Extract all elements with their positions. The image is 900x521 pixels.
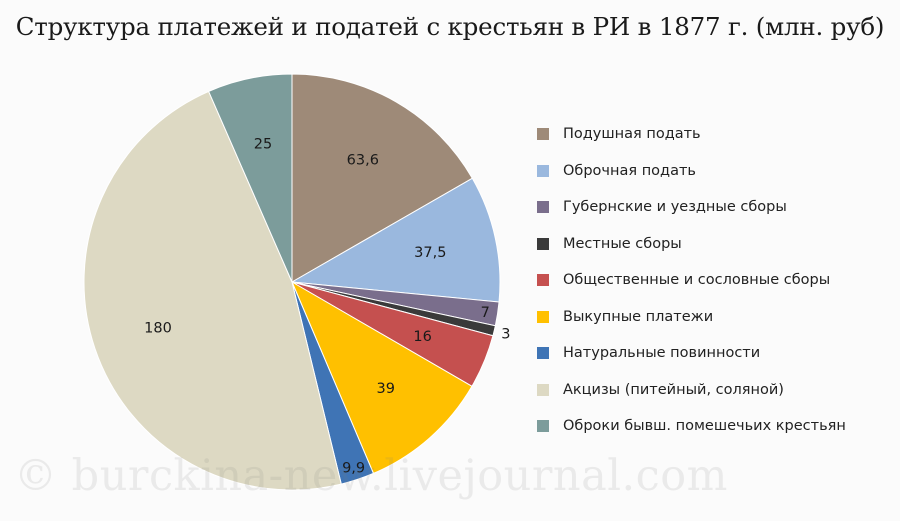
legend-swatch [537,347,549,360]
chart-title: Структура платежей и податей с крестьян … [15,12,885,41]
pie-slice-2 [290,177,501,303]
legend-label: Натуральные повинности [563,345,761,362]
pie-data-label-8: 180 [144,320,172,336]
pie-slice-1 [291,73,473,283]
legend-swatch [537,128,549,141]
pie-data-label-7: 9,9 [342,461,365,477]
legend-swatch [537,237,549,250]
legend-label: Общественные и сословные сборы [563,272,831,289]
legend-label: Местные сборы [563,235,682,252]
legend-label: Оброчная подать [563,162,696,179]
pie-data-labels: 63,6 37,5 73 16 39 9,9 180 25 [144,137,510,477]
legend-item-5: Общественные и сословные сборы [537,262,846,299]
pie-slices [83,73,501,491]
pie-data-label-9: 25 [254,137,272,153]
pie-data-label-1: 63,6 [347,153,379,169]
pie-data-label-4: 3 [501,327,510,343]
pie-slice-8 [83,90,342,491]
legend-swatch [537,383,549,396]
legend-swatch [537,164,549,177]
legend-label: Оброки бывш. помешечьих крестьян [563,418,846,435]
pie-slice-9 [207,73,293,283]
legend-item-4: Местные сборы [537,226,846,263]
legend-label: Выкупные платежи [563,308,714,325]
legend-label: Акцизы (питейный, соляной) [563,381,784,398]
legend-item-6: Выкупные платежи [537,299,846,336]
pie-data-label-6: 39 [376,381,394,397]
pie-slice-6 [290,280,473,475]
legend-item-1: Подушная подать [537,116,846,153]
legend-item-3: Губернские и уездные сборы [537,189,846,226]
pie-data-label-5: 16 [413,329,431,345]
legend-swatch [537,420,549,433]
legend-item-9: Оброки бывш. помешечьих крестьян [537,408,846,445]
pie-data-label-2: 37,5 [414,245,446,261]
legend-label: Подушная подать [563,126,701,143]
legend-swatch [537,310,549,323]
pie-data-label-3: 7 [481,305,490,321]
legend-item-2: Оброчная подать [537,153,846,190]
legend-swatch [537,201,549,214]
legend-swatch [537,274,549,287]
legend-item-7: Натуральные повинности [537,335,846,372]
chart-legend: Подушная подать Оброчная подать Губернские… [537,116,846,445]
legend-item-8: Акцизы (питейный, соляной) [537,372,846,409]
legend-label: Губернские и уездные сборы [563,199,787,216]
